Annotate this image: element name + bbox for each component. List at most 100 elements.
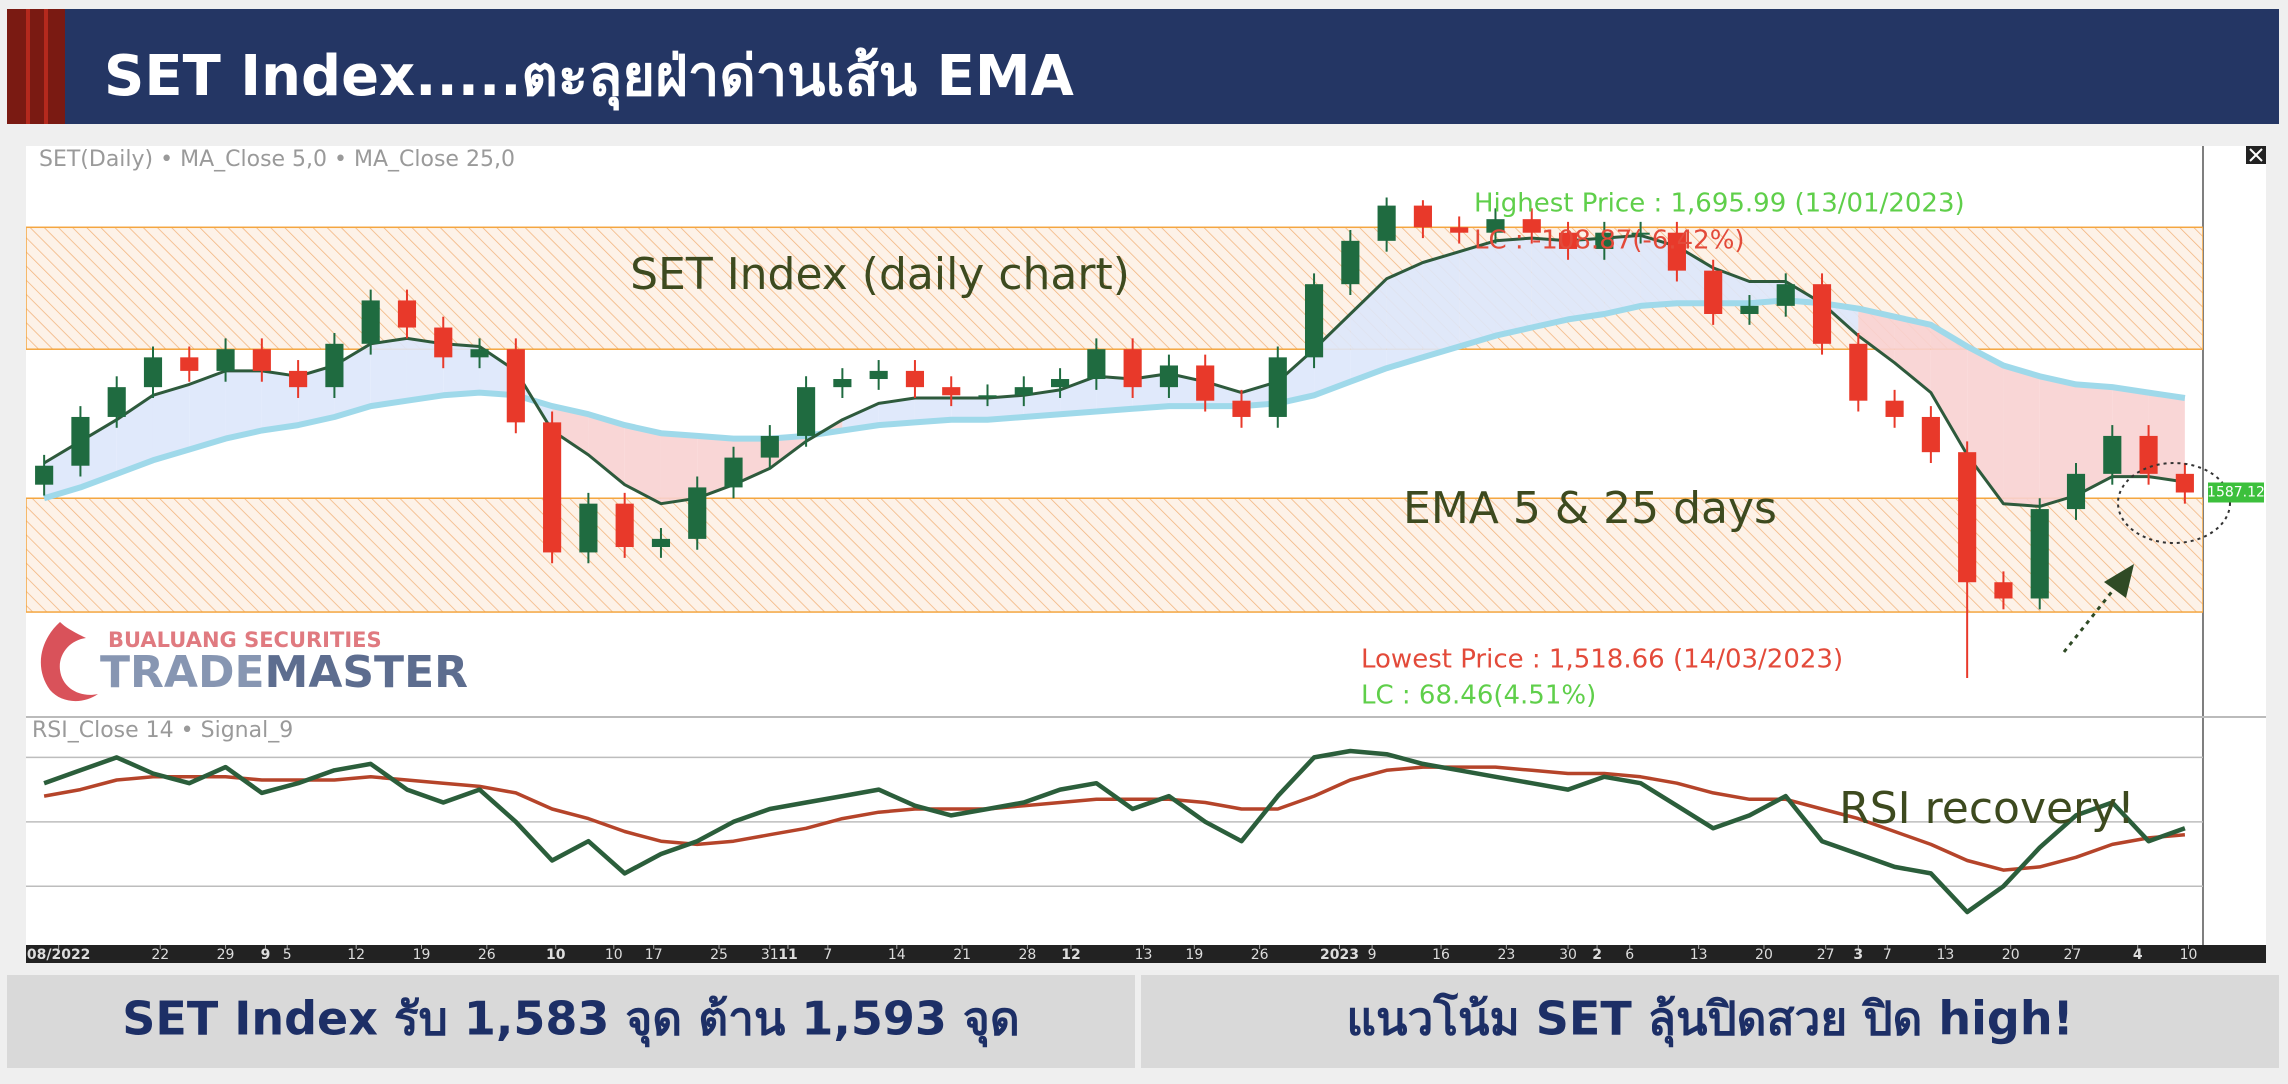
ema-fill [1604, 235, 1641, 314]
line [43, 765, 2186, 872]
annotation-high-change: LC : -108.87(-6.42%) [1474, 226, 1745, 256]
candle-body [1413, 205, 1432, 228]
annotation-low-change: LC : 68.46(4.51%) [1361, 681, 1596, 711]
candle-body [1667, 232, 1686, 271]
x-tick-label: 21 [953, 947, 971, 963]
x-tick-label: 9 [261, 947, 271, 963]
ema-fill [2003, 365, 2040, 507]
candle-body [1123, 349, 1142, 388]
ema-fill [1350, 278, 1387, 382]
arrow-head [2104, 564, 2134, 598]
x-tick-label: 17 [645, 947, 663, 963]
candle-body [1087, 349, 1106, 380]
candle-body [1377, 205, 1396, 241]
header-title: SET Index.....ตะลุยฝ่าด่านเส้น EMA [104, 44, 1075, 111]
candle-body [1159, 365, 1178, 388]
rsi-header: RSI_Close 14 • Signal_9 [32, 718, 293, 743]
x-tick-label: 25 [710, 947, 728, 963]
line [43, 748, 2186, 915]
ema-fill [1459, 240, 1496, 347]
candle-body [180, 357, 199, 371]
candle-body [325, 343, 344, 388]
x-tick-label: 13 [1936, 947, 1954, 963]
x-tick-label: 27 [2063, 947, 2081, 963]
x-tick-label: 4 [2133, 947, 2143, 963]
x-tick-label: 7 [1883, 947, 1892, 963]
candle-body [1196, 365, 1215, 401]
candle-body [289, 370, 308, 388]
candle-body [434, 327, 453, 358]
footer-box [1141, 975, 2279, 1068]
logo-mark [40, 622, 98, 702]
x-tick-label: 16 [1432, 947, 1450, 963]
candle-body [1812, 284, 1832, 344]
x-tick-label: 6 [1625, 947, 1634, 963]
ema-fill [588, 414, 625, 485]
annotation-rsi: RSI recovery! [1839, 783, 2135, 834]
candle-body [869, 370, 888, 380]
x-tick-label: 12 [347, 947, 365, 963]
zone [26, 226, 2203, 350]
candle-body [1921, 416, 1940, 453]
candle-body [1631, 232, 1650, 235]
x-tick-label: 12 [1061, 947, 1080, 963]
x-tick-label: 5 [283, 947, 292, 963]
candle-body [252, 349, 271, 371]
x-tick-label: 2023 [1320, 947, 1359, 963]
candle-body [615, 503, 634, 548]
x-tick-label: 29 [217, 947, 235, 963]
candle-body [543, 422, 562, 553]
x-tick-label: 19 [1185, 947, 1203, 963]
header-bar [7, 9, 2279, 124]
ema-fill [552, 406, 589, 455]
x-tick-label: 10 [2180, 947, 2198, 963]
x-axis-strip [26, 945, 2266, 963]
ema-fill [987, 395, 1024, 420]
footer-right: แนวโน้ม SET ลุ้นปิดสวย ปิด high! [1346, 992, 2073, 1048]
candle-body [2103, 435, 2122, 474]
x-tick-label: 28 [1019, 947, 1037, 963]
chart-header: SET(Daily) • MA_Close 5,0 • MA_Close 25,… [39, 147, 515, 172]
close-icon-x [2249, 148, 2263, 162]
logo-brand-right: MASTER [265, 647, 468, 698]
candle-body [1450, 227, 1469, 233]
candle-body [833, 379, 852, 388]
x-tick-label: 22 [151, 947, 169, 963]
ema-fill [152, 384, 190, 461]
ema-fill [1422, 251, 1460, 358]
candle-body [1704, 270, 1723, 314]
ema-fill [1531, 238, 1569, 328]
ema-fill [189, 370, 226, 450]
ema-fill [1568, 238, 1605, 320]
candle-body [1486, 219, 1505, 233]
x-tick-label: 27 [1817, 947, 1835, 963]
candle-body [361, 300, 380, 344]
ema-fill [1386, 262, 1423, 369]
x-tick-label: 20 [1755, 947, 1773, 963]
ema-fill [624, 425, 661, 504]
annotation: SET Index (daily chart) [630, 249, 1130, 300]
ema-fill [1894, 316, 1931, 393]
x-tick-label: 7 [823, 947, 832, 963]
annotation-low: Lowest Price : 1,518.66 (14/03/2023) [1361, 645, 1843, 675]
candle-body [216, 349, 235, 371]
annotation-high: Highest Price : 1,695.99 (13/01/2023) [1474, 189, 1965, 219]
candle-body [724, 457, 743, 488]
candle-body [1268, 357, 1287, 417]
last-price-label: 1587.12 [2207, 484, 2265, 500]
x-tick-label: 3 [1853, 947, 1863, 963]
candle-body [1558, 232, 1578, 249]
ema-fill [1858, 308, 1895, 363]
ema-fill [1023, 389, 1061, 417]
ema-fill [1060, 376, 1097, 415]
x-tick-label: 30 [1559, 947, 1577, 963]
ema-fill [878, 397, 915, 426]
candle-body [1776, 284, 1795, 306]
x-tick-label: 26 [478, 947, 496, 963]
header-stripe-line [26, 9, 30, 124]
candle-body [2030, 509, 2049, 599]
ema-fill [1314, 313, 1351, 396]
candle-body [797, 387, 816, 436]
candle-body [1595, 232, 1614, 249]
candle-body [1232, 400, 1251, 417]
